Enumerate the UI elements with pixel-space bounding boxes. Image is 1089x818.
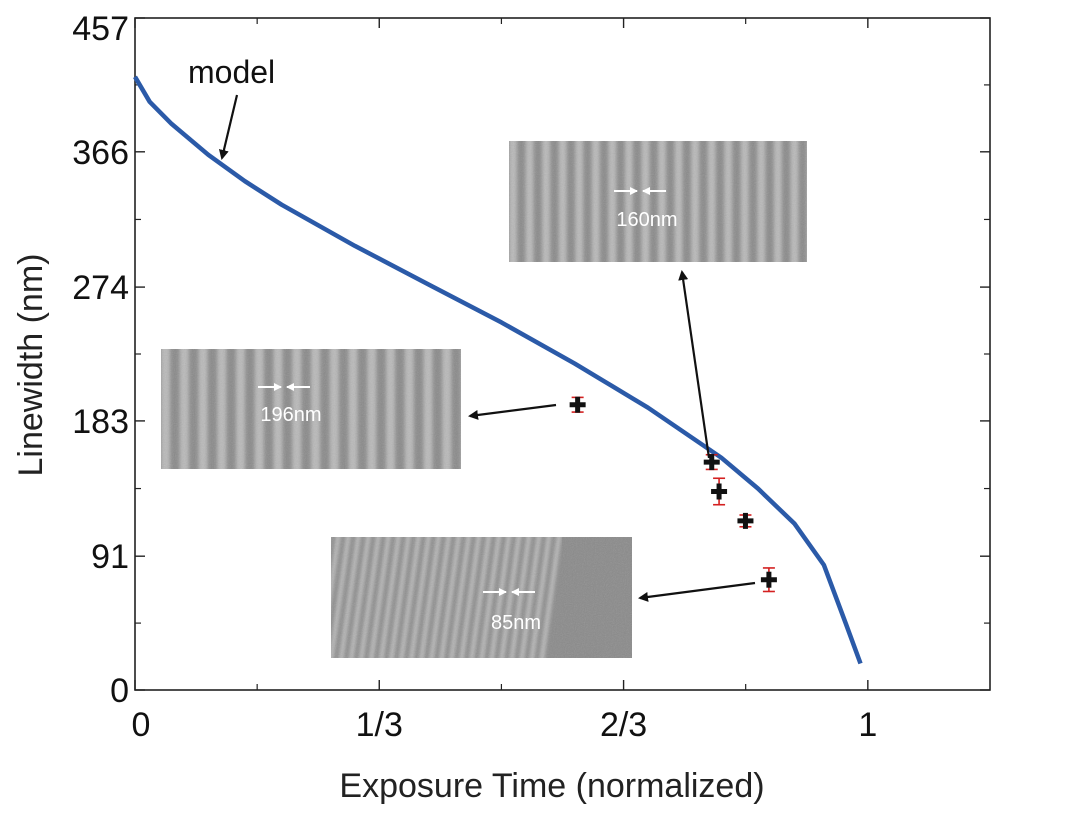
x-tick-label: 1 xyxy=(858,706,877,744)
data-point xyxy=(760,567,777,593)
data-point xyxy=(711,477,728,506)
sem-image xyxy=(331,537,632,658)
inset-scale-label: 85nm xyxy=(491,612,541,634)
inset-arrow xyxy=(638,581,756,602)
data-point xyxy=(703,453,720,471)
y-tick-label: 457 xyxy=(72,10,129,48)
x-tick-label: 0 xyxy=(132,706,151,744)
sem-inset: 85nm xyxy=(331,537,632,658)
sem-image xyxy=(161,349,461,469)
measured-points xyxy=(569,396,777,593)
sem-inset: 160nm xyxy=(509,141,807,262)
y-tick-label: 0 xyxy=(110,672,129,710)
x-axis-label: Exposure Time (normalized) xyxy=(339,767,764,805)
model-curve xyxy=(133,75,863,665)
data-point xyxy=(569,396,586,413)
y-tick-label: 91 xyxy=(91,538,129,576)
y-tick-label: 183 xyxy=(72,403,129,441)
y-axis-label: Linewidth (nm) xyxy=(12,254,50,477)
sem-insets: 160nm 196nm 85nm xyxy=(161,141,807,658)
inset-arrow xyxy=(468,403,557,420)
y-tick-label: 274 xyxy=(72,269,129,307)
sem-inset: 196nm xyxy=(161,349,461,469)
data-point xyxy=(737,512,754,529)
x-tick-label: 2/3 xyxy=(600,706,647,744)
sem-noise xyxy=(509,141,807,262)
sem-noise xyxy=(331,537,632,658)
sem-image xyxy=(509,141,807,262)
inset-scale-label: 160nm xyxy=(616,209,677,231)
inset-arrow xyxy=(678,270,711,459)
y-tick-label: 366 xyxy=(72,134,129,172)
model-arrow xyxy=(218,94,239,160)
tick-labels: 0 1/3 2/3 1 0 91 183 274 366 457 xyxy=(72,10,877,744)
sem-noise xyxy=(161,349,461,469)
x-tick-label: 1/3 xyxy=(356,706,403,744)
inset-scale-label: 196nm xyxy=(260,404,321,426)
inset-arrows xyxy=(468,270,756,602)
model-annotation: model xyxy=(188,54,275,90)
